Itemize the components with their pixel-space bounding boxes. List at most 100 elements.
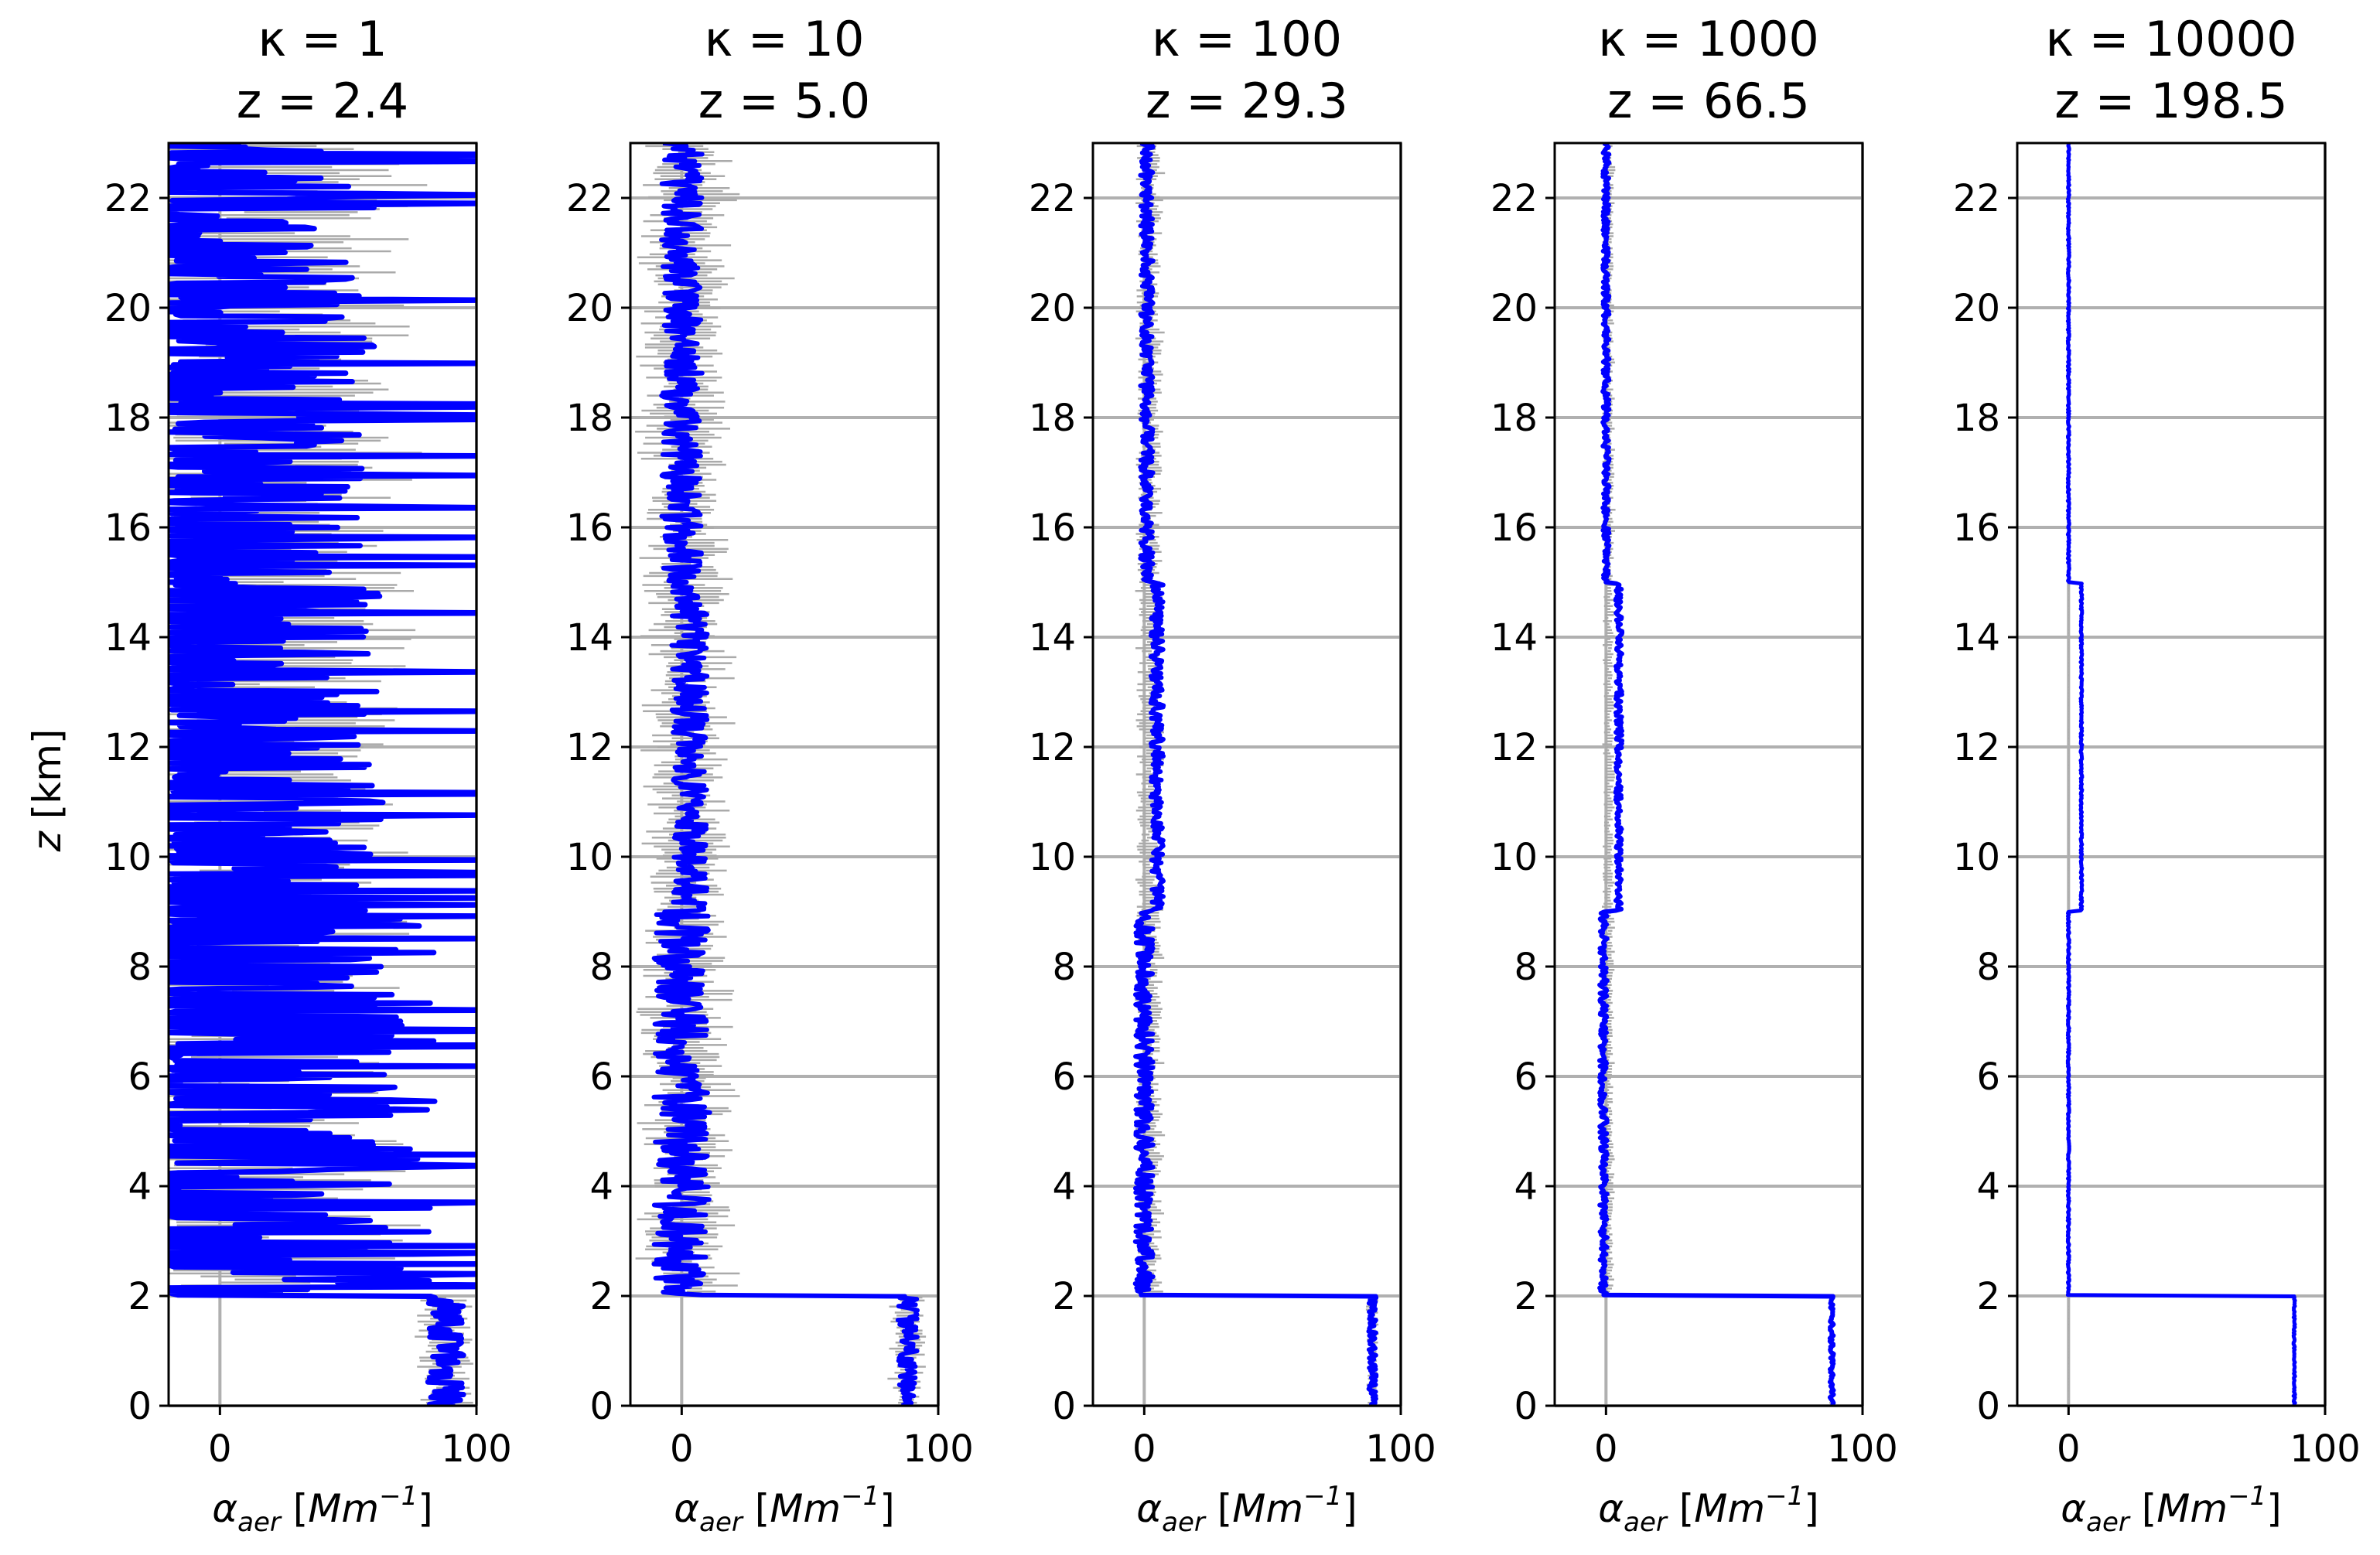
y-tick-label-6: 12 — [104, 726, 152, 769]
y-tick-label-5: 10 — [1029, 836, 1076, 879]
y-tick-label-10: 20 — [104, 287, 152, 330]
grid — [2017, 143, 2327, 1407]
panel-title-z: z = 66.5 — [1607, 73, 1810, 129]
x-axis-label: αaer [Mm−1] — [1598, 1481, 1819, 1538]
y-tick-label-1: 2 — [1976, 1275, 2000, 1318]
plot-area — [2065, 143, 2297, 1406]
y-tick-label-6: 12 — [1029, 726, 1076, 769]
panel-title-z: z = 2.4 — [237, 73, 409, 129]
y-tick-label-9: 18 — [104, 397, 152, 440]
y-tick-label-10: 20 — [1029, 287, 1076, 330]
x-axis-label: αaer [Mm−1] — [2061, 1481, 2282, 1538]
y-tick-label-0: 0 — [128, 1385, 152, 1428]
profile-line — [1597, 143, 1836, 1406]
y-tick-label-1: 2 — [1514, 1275, 1538, 1318]
uncertainty-bars — [1601, 143, 1835, 1406]
chart-panel-2: 0 2 4 6 8 10 12 14 16 18 20 22 0 100 κ = 10 z = 5.0 αaer… — [566, 11, 974, 1538]
y-tick-label-1: 2 — [128, 1275, 152, 1318]
y-tick-label-3: 6 — [1976, 1055, 2000, 1099]
chart-panel-5: 0 2 4 6 8 10 12 14 16 18 20 22 0 100 κ = 10000 z = 198.… — [1953, 11, 2361, 1538]
x-tick-label-0: 0 — [2057, 1427, 2081, 1471]
chart-panel-3: 0 2 4 6 8 10 12 14 16 18 20 22 0 100 κ = 100 z = 29.3 αa… — [1029, 11, 1436, 1538]
x-tick-label-0: 0 — [670, 1427, 694, 1471]
y-tick-label-11: 22 — [1953, 177, 2000, 220]
panel-title-z: z = 29.3 — [1146, 73, 1348, 129]
panel-title-kappa: κ = 1000 — [1598, 11, 1819, 67]
panel-title-kappa: κ = 100 — [1152, 11, 1342, 67]
y-tick-label-8: 16 — [104, 506, 152, 550]
axes-frame — [1091, 142, 1402, 1407]
y-tick-label-9: 18 — [1029, 397, 1076, 440]
x-tick-label-1: 100 — [1827, 1427, 1898, 1471]
y-tick-label-4: 8 — [1976, 946, 2000, 989]
y-tick-label-7: 14 — [1490, 616, 1538, 660]
y-tick-label-11: 22 — [1490, 177, 1538, 220]
y-tick-label-2: 4 — [1052, 1165, 1076, 1209]
x-tick-label-0: 0 — [1594, 1427, 1618, 1471]
y-tick-label-11: 22 — [566, 177, 613, 220]
y-tick-label-3: 6 — [1514, 1055, 1538, 1099]
y-tick-label-5: 10 — [1490, 836, 1538, 879]
y-tick-label-11: 22 — [104, 177, 152, 220]
y-tick-label-8: 16 — [1490, 506, 1538, 550]
profile-line — [651, 143, 920, 1406]
x-tick-label-1: 100 — [441, 1427, 512, 1471]
y-tick-label-4: 8 — [128, 946, 152, 989]
x-axis-label: αaer [Mm−1] — [1136, 1481, 1357, 1538]
y-tick-label-8: 16 — [1029, 506, 1076, 550]
y-tick-label-11: 22 — [1029, 177, 1076, 220]
y-tick-label-3: 6 — [128, 1055, 152, 1099]
y-tick-label-7: 14 — [104, 616, 152, 660]
y-tick-label-10: 20 — [1953, 287, 2000, 330]
profile-line — [1132, 143, 1379, 1406]
y-tick-label-4: 8 — [1514, 946, 1538, 989]
y-axis-label: z [km] — [25, 729, 70, 853]
y-tick-label-9: 18 — [566, 397, 613, 440]
x-tick-label-0: 0 — [1132, 1427, 1156, 1471]
uncertainty-bars — [1135, 143, 1380, 1406]
y-tick-label-3: 6 — [1052, 1055, 1076, 1099]
x-tick-label-1: 100 — [1365, 1427, 1436, 1471]
y-tick-label-0: 0 — [1976, 1385, 2000, 1428]
panel-title-kappa: κ = 10000 — [2045, 11, 2296, 67]
panel-title-z: z = 5.0 — [698, 73, 871, 129]
panel-title-kappa: κ = 10 — [705, 11, 865, 67]
chart-panel-1: 0 2 4 6 8 10 12 14 16 18 20 22 0 100 κ = 1 z = 2.4 αaer … — [104, 11, 512, 1538]
y-tick-label-8: 16 — [1953, 506, 2000, 550]
y-tick-label-9: 18 — [1953, 397, 2000, 440]
y-tick-label-4: 8 — [1052, 946, 1076, 989]
y-tick-label-7: 14 — [1953, 616, 2000, 660]
y-tick-label-5: 10 — [566, 836, 613, 879]
axes-frame — [629, 142, 940, 1407]
plot-area — [169, 143, 476, 1406]
axes-frame — [1553, 142, 1864, 1407]
y-tick-label-4: 8 — [589, 946, 613, 989]
x-axis-label: αaer [Mm−1] — [212, 1481, 433, 1538]
axes-frame — [167, 142, 478, 1407]
y-tick-label-1: 2 — [589, 1275, 613, 1318]
y-tick-label-0: 0 — [1514, 1385, 1538, 1428]
y-tick-label-8: 16 — [566, 506, 613, 550]
y-tick-label-5: 10 — [104, 836, 152, 879]
panel-title-z: z = 198.5 — [2054, 73, 2287, 129]
y-tick-label-2: 4 — [128, 1165, 152, 1209]
x-tick-label-1: 100 — [2290, 1427, 2361, 1471]
y-tick-label-6: 12 — [1490, 726, 1538, 769]
axes-frame — [2016, 142, 2327, 1407]
plot-area — [1132, 143, 1380, 1406]
y-tick-label-1: 2 — [1052, 1275, 1076, 1318]
y-tick-label-2: 4 — [589, 1165, 613, 1209]
y-tick-label-10: 20 — [566, 287, 613, 330]
profile-line — [169, 143, 476, 1406]
y-tick-label-6: 12 — [566, 726, 613, 769]
plot-area — [1597, 143, 1836, 1406]
y-tick-label-10: 20 — [1490, 287, 1538, 330]
y-tick-label-5: 10 — [1953, 836, 2000, 879]
profile-line — [2065, 143, 2297, 1406]
plot-area — [635, 143, 927, 1406]
y-tick-label-2: 4 — [1976, 1165, 2000, 1209]
y-tick-label-0: 0 — [589, 1385, 613, 1428]
panel-title-kappa: κ = 1 — [258, 11, 387, 67]
